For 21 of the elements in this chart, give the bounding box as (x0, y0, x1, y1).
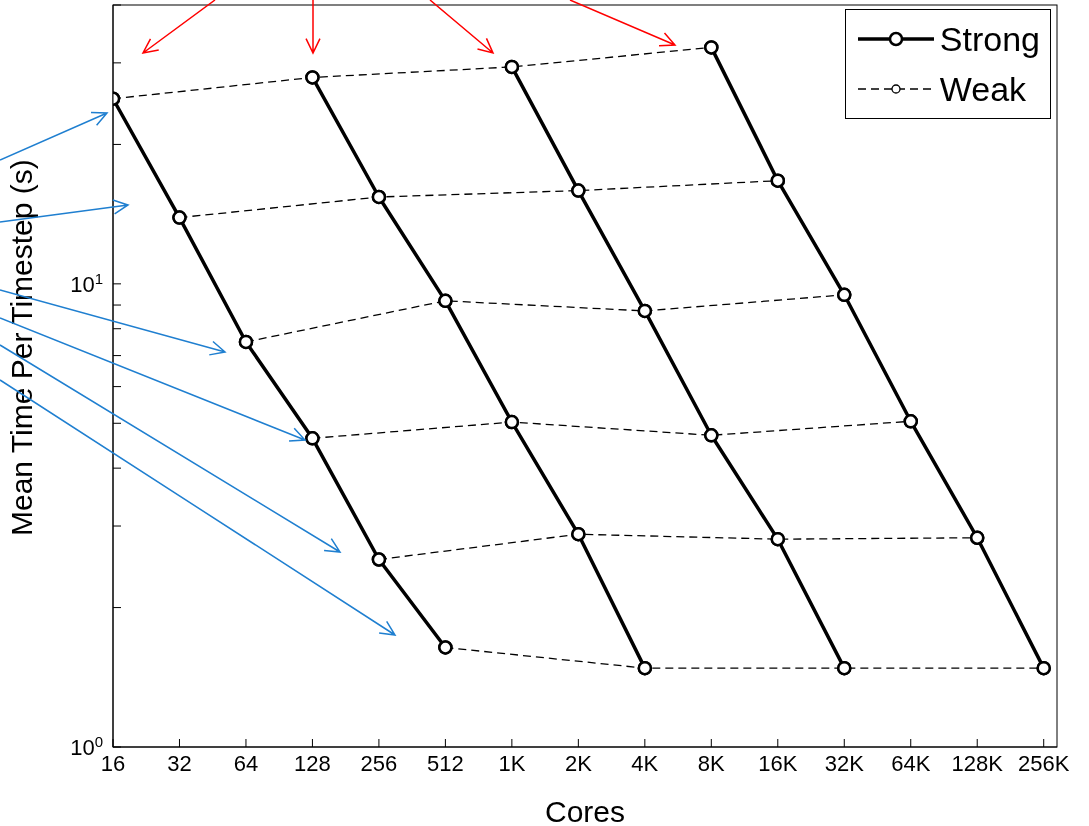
x-tick-label: 8K (697, 750, 726, 776)
y-axis-title: Mean Time Per Timestep (s) (4, 159, 38, 536)
x-axis-title: Cores (544, 795, 626, 826)
y-tick-label: 10$^{1}$ (70, 269, 103, 297)
legend-label: Weak (939, 69, 1027, 109)
x-tick-label: 128K (951, 750, 1004, 776)
y-tick-label: 10$^{0}$ (70, 732, 103, 760)
x-tick-label: 256K (1018, 750, 1070, 776)
x-tick-label: 4K (631, 750, 659, 776)
legend-label: Strong (939, 19, 1040, 59)
x-tick-label: 16 (100, 750, 126, 776)
x-tick-label: 64 (233, 750, 259, 776)
x-tick-label: 512 (427, 750, 464, 776)
x-tick-label: 1K (498, 750, 526, 776)
x-tick-label: 256 (360, 750, 398, 776)
x-tick-label: 128 (294, 750, 331, 776)
x-tick-label: 2K (564, 750, 593, 776)
x-tick-label: 16K (758, 750, 798, 776)
x-tick-label: 32K (824, 750, 865, 776)
x-tick-label: 32 (167, 750, 192, 776)
x-tick-label: 64K (891, 750, 931, 776)
